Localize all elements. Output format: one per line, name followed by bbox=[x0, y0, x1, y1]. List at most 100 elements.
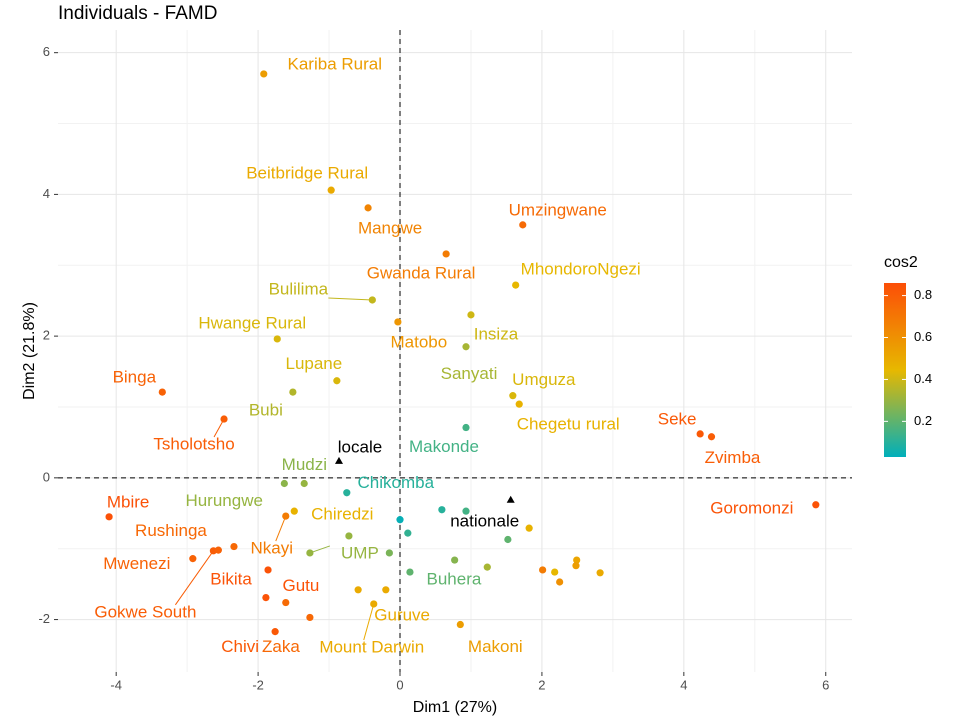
point bbox=[290, 507, 298, 515]
point-label: Binga bbox=[113, 368, 157, 387]
point-label: Umguza bbox=[512, 370, 576, 389]
point bbox=[515, 400, 523, 408]
point bbox=[264, 566, 272, 574]
point bbox=[519, 221, 527, 229]
point bbox=[812, 501, 820, 509]
point-label: Hwange Rural bbox=[198, 313, 306, 332]
point-label: Zvimba bbox=[705, 448, 761, 467]
point-label: Gokwe South bbox=[94, 602, 196, 621]
point bbox=[189, 555, 197, 563]
point bbox=[462, 343, 470, 351]
point bbox=[572, 562, 580, 570]
point bbox=[456, 620, 464, 629]
label-connector bbox=[174, 550, 214, 606]
point-label: Mbire bbox=[107, 492, 150, 511]
point bbox=[573, 556, 581, 564]
point bbox=[462, 423, 470, 432]
label-connector bbox=[363, 603, 375, 641]
point-label: Tsholotsho bbox=[153, 435, 234, 454]
point bbox=[262, 593, 270, 602]
y-tick-label: 0 bbox=[43, 469, 50, 484]
point bbox=[382, 586, 390, 594]
point bbox=[289, 388, 297, 396]
point-label: Makonde bbox=[409, 437, 479, 456]
point-label: Bulilima bbox=[269, 279, 329, 298]
point bbox=[260, 70, 268, 78]
point bbox=[105, 513, 113, 521]
supplementary-label: locale bbox=[338, 437, 382, 456]
point bbox=[525, 524, 533, 532]
point bbox=[385, 549, 393, 557]
colorbar bbox=[884, 283, 906, 457]
point-label: MhondoroNgezi bbox=[521, 260, 641, 279]
x-axis-title: Dim1 (27%) bbox=[413, 699, 497, 716]
supplementary-label: nationale bbox=[450, 511, 519, 530]
point bbox=[230, 542, 238, 551]
point-label: Chegetu rural bbox=[517, 415, 620, 434]
point-label: Chiredzi bbox=[311, 505, 373, 524]
point-label: Insiza bbox=[474, 324, 519, 343]
point bbox=[214, 546, 222, 554]
point-label: Mangwe bbox=[358, 218, 422, 237]
label-connector bbox=[213, 418, 225, 438]
point bbox=[333, 377, 341, 385]
point-label: Lupane bbox=[285, 354, 342, 373]
x-tick-label: 6 bbox=[822, 677, 829, 692]
point bbox=[354, 586, 362, 594]
point-label: Hurungwe bbox=[185, 491, 263, 510]
point bbox=[404, 529, 412, 537]
point bbox=[280, 479, 288, 488]
x-tick-label: 4 bbox=[680, 677, 687, 692]
point-label: Nkayi bbox=[251, 539, 294, 558]
point-label: Makoni bbox=[468, 637, 523, 656]
y-axis-title: Dim2 (21.8%) bbox=[21, 302, 38, 400]
legend-title: cos2 bbox=[884, 254, 918, 271]
point bbox=[596, 569, 604, 577]
point-label: Chikomba bbox=[358, 473, 435, 492]
point bbox=[467, 311, 475, 319]
point-label: Rushinga bbox=[135, 521, 207, 540]
point bbox=[512, 281, 520, 289]
y-tick-label: 6 bbox=[43, 44, 50, 59]
point-label: Mwenezi bbox=[103, 554, 170, 573]
chart-title: Individuals - FAMD bbox=[58, 3, 217, 24]
point bbox=[442, 250, 450, 258]
point-label: Gwanda Rural bbox=[367, 263, 476, 282]
point-label: Zaka bbox=[262, 637, 300, 656]
point-label: Kariba Rural bbox=[288, 54, 383, 73]
point bbox=[271, 628, 279, 636]
supplementary-point bbox=[334, 456, 343, 464]
point bbox=[696, 430, 704, 438]
point bbox=[707, 433, 716, 441]
point bbox=[483, 563, 491, 571]
point-label: Sanyati bbox=[441, 364, 498, 383]
colorbar-label: 0.4 bbox=[914, 371, 932, 386]
point bbox=[300, 479, 308, 488]
point-label: Seke bbox=[658, 409, 697, 428]
label-connector bbox=[309, 545, 331, 554]
point-label: Beitbridge Rural bbox=[246, 164, 368, 183]
colorbar-label: 0.6 bbox=[914, 329, 932, 344]
point bbox=[509, 392, 517, 400]
y-tick-label: -2 bbox=[38, 611, 50, 626]
x-tick-label: 0 bbox=[396, 677, 403, 692]
colorbar-label: 0.8 bbox=[914, 287, 932, 302]
label-connector bbox=[275, 515, 287, 542]
x-tick-label: 2 bbox=[538, 677, 545, 692]
point bbox=[327, 186, 335, 194]
point-label: Bikita bbox=[210, 569, 252, 588]
point-label: Gutu bbox=[282, 576, 319, 595]
point-label: Buhera bbox=[427, 570, 482, 589]
y-tick-label: 2 bbox=[43, 328, 50, 343]
y-tick-label: 4 bbox=[43, 186, 50, 201]
point bbox=[306, 613, 314, 622]
point bbox=[504, 535, 512, 544]
point-label: Matobo bbox=[391, 332, 448, 351]
point bbox=[158, 388, 166, 396]
point bbox=[406, 568, 414, 576]
point bbox=[451, 556, 459, 564]
point-label: Guruve bbox=[374, 605, 430, 624]
point bbox=[345, 532, 353, 540]
point bbox=[556, 578, 564, 586]
point-label: Goromonzi bbox=[710, 498, 793, 517]
